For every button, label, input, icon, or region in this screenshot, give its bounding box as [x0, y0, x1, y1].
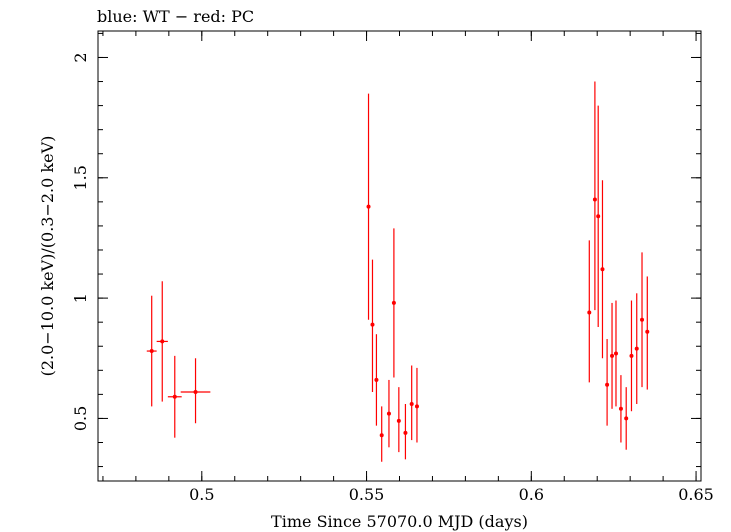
point-marker: [605, 382, 610, 387]
data-point: [180, 358, 211, 424]
data-point: [379, 406, 384, 462]
point-marker: [596, 214, 601, 219]
point-marker: [149, 349, 154, 354]
point-marker: [172, 394, 177, 399]
x-tick-label: 0.65: [678, 485, 714, 504]
y-tick-label: 0.5: [71, 406, 90, 431]
data-point: [366, 93, 371, 320]
x-tick-label: 0.5: [189, 485, 214, 504]
data-point: [596, 105, 601, 327]
x-axis-label: Time Since 57070.0 MJD (days): [271, 512, 528, 531]
y-tick-label: 1: [71, 293, 90, 303]
plot-frame: [97, 30, 702, 482]
point-marker: [396, 418, 401, 423]
data-point: [640, 252, 645, 388]
data-point: [610, 302, 615, 409]
data-point: [403, 403, 408, 460]
point-marker: [613, 351, 618, 356]
point-marker: [366, 204, 371, 209]
chart-title: blue: WT − red: PC: [97, 7, 254, 26]
minor-ticks: [98, 31, 701, 481]
point-marker: [600, 267, 605, 272]
point-marker: [403, 430, 408, 435]
data-point: [587, 240, 592, 383]
point-marker: [193, 389, 198, 394]
data-point: [634, 293, 639, 404]
point-marker: [370, 322, 375, 327]
point-marker: [374, 377, 379, 382]
x-tick-label: 0.55: [349, 485, 385, 504]
point-marker: [414, 404, 419, 409]
series-layer: [146, 81, 650, 462]
data-point: [592, 81, 597, 311]
data-point: [146, 295, 157, 407]
y-tick-labels: 0.5 1 1.5 2: [71, 52, 90, 431]
data-point: [613, 300, 618, 407]
y-tick-label: 1.5: [71, 165, 90, 190]
data-point: [414, 367, 419, 443]
point-marker: [592, 197, 597, 202]
point-marker: [160, 339, 165, 344]
point-marker: [610, 353, 615, 358]
data-point: [370, 259, 375, 392]
point-marker: [640, 317, 645, 322]
point-marker: [629, 353, 634, 358]
y-axis-label: (2.0−10.0 keV)/(0.3−2.0 keV): [38, 136, 57, 377]
point-marker: [391, 300, 396, 305]
data-point: [374, 334, 379, 426]
data-point: [396, 387, 401, 453]
point-marker: [386, 411, 391, 416]
data-point: [605, 339, 610, 426]
point-marker: [645, 329, 650, 334]
data-point: [629, 300, 634, 412]
data-point: [409, 365, 414, 441]
point-marker: [587, 310, 592, 315]
data-point: [624, 387, 629, 450]
x-tick-label: 0.6: [519, 485, 544, 504]
point-marker: [618, 406, 623, 411]
data-point: [600, 180, 605, 359]
y-tick-label: 2: [71, 52, 90, 62]
data-point: [167, 355, 182, 438]
major-ticks: [98, 31, 701, 481]
data-point: [391, 228, 396, 378]
data-point: [386, 379, 391, 448]
data-point: [618, 375, 623, 443]
x-tick-labels: 0.5 0.55 0.6 0.65: [189, 485, 714, 504]
point-marker: [379, 433, 384, 438]
point-marker: [634, 346, 639, 351]
point-marker: [624, 416, 629, 421]
point-marker: [409, 401, 414, 406]
data-point: [645, 276, 650, 390]
data-point: [156, 281, 168, 402]
